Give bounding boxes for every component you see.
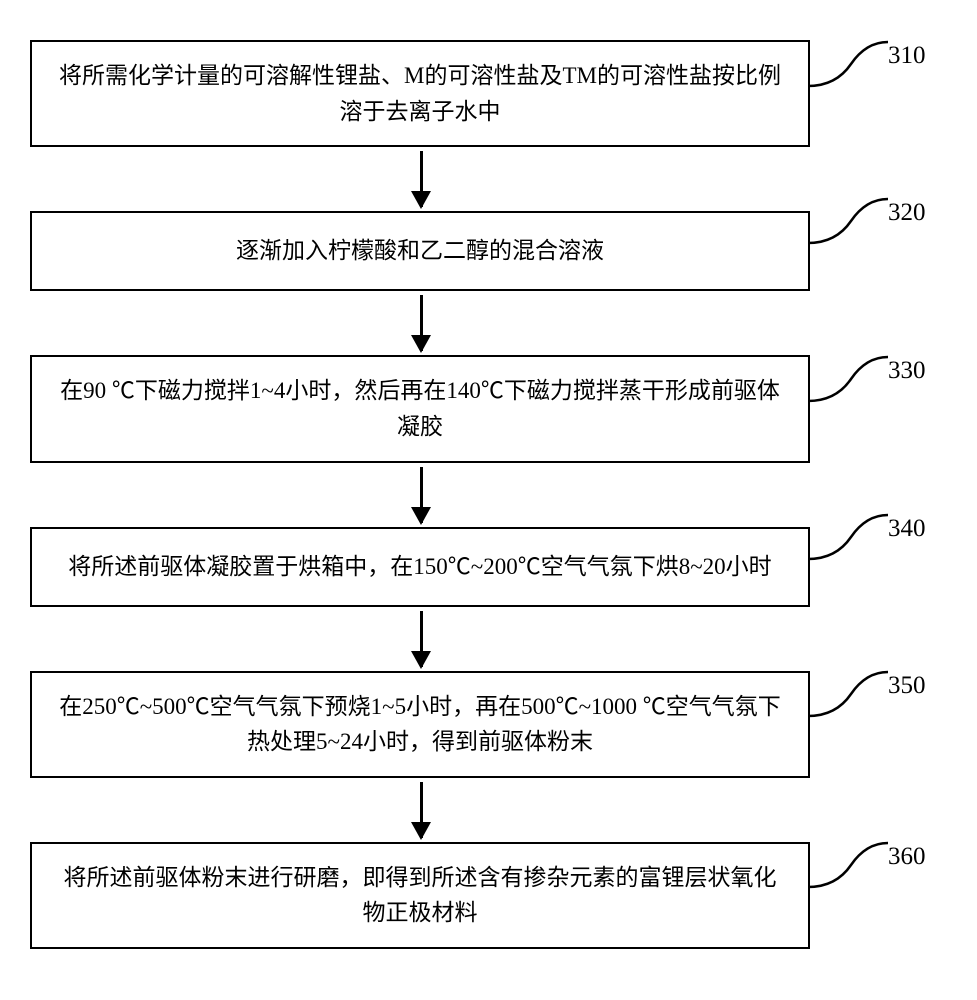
step-text: 将所述前驱体粉末进行研磨，即得到所述含有掺杂元素的富锂层状氧化物正极材料 (56, 860, 784, 931)
step-label: 330 (888, 357, 926, 385)
step-row-310: 将所需化学计量的可溶解性锂盐、M的可溶性盐及TM的可溶性盐按比例溶于去离子水中 … (30, 40, 947, 147)
step-row-320: 逐渐加入柠檬酸和乙二醇的混合溶液 320 (30, 211, 947, 291)
step-text: 在250℃~500℃空气气氛下预烧1~5小时，再在500℃~1000 ℃空气气氛… (56, 689, 784, 760)
leader-curve-icon (806, 666, 896, 721)
step-text: 在90 ℃下磁力搅拌1~4小时，然后再在140℃下磁力搅拌蒸干形成前驱体凝胶 (56, 373, 784, 444)
step-row-350: 在250℃~500℃空气气氛下预烧1~5小时，再在500℃~1000 ℃空气气氛… (30, 671, 947, 778)
step-box: 在250℃~500℃空气气氛下预烧1~5小时，再在500℃~1000 ℃空气气氛… (30, 671, 810, 778)
arrow-icon (420, 782, 423, 838)
label-wrap: 320 (810, 211, 950, 291)
leader-curve-icon (806, 193, 896, 248)
step-box: 逐渐加入柠檬酸和乙二醇的混合溶液 (30, 211, 810, 291)
label-wrap: 330 (810, 369, 950, 449)
leader-curve-icon (806, 351, 896, 406)
leader-curve-icon (806, 36, 896, 91)
step-box: 在90 ℃下磁力搅拌1~4小时，然后再在140℃下磁力搅拌蒸干形成前驱体凝胶 (30, 355, 810, 462)
label-wrap: 310 (810, 54, 950, 134)
step-label: 360 (888, 843, 926, 871)
step-text: 将所需化学计量的可溶解性锂盐、M的可溶性盐及TM的可溶性盐按比例溶于去离子水中 (56, 58, 784, 129)
process-flowchart: 将所需化学计量的可溶解性锂盐、M的可溶性盐及TM的可溶性盐按比例溶于去离子水中 … (30, 40, 947, 949)
leader-curve-icon (806, 837, 896, 892)
step-box: 将所述前驱体凝胶置于烘箱中，在150℃~200℃空气气氛下烘8~20小时 (30, 527, 810, 607)
step-row-330: 在90 ℃下磁力搅拌1~4小时，然后再在140℃下磁力搅拌蒸干形成前驱体凝胶 3… (30, 355, 947, 462)
label-wrap: 360 (810, 855, 950, 935)
arrow-icon (420, 467, 423, 523)
arrow-icon (420, 151, 423, 207)
step-box: 将所述前驱体粉末进行研磨，即得到所述含有掺杂元素的富锂层状氧化物正极材料 (30, 842, 810, 949)
step-row-340: 将所述前驱体凝胶置于烘箱中，在150℃~200℃空气气氛下烘8~20小时 340 (30, 527, 947, 607)
arrow-icon (420, 611, 423, 667)
step-box: 将所需化学计量的可溶解性锂盐、M的可溶性盐及TM的可溶性盐按比例溶于去离子水中 (30, 40, 810, 147)
step-text: 逐渐加入柠檬酸和乙二醇的混合溶液 (236, 233, 604, 269)
step-label: 310 (888, 42, 926, 70)
step-row-360: 将所述前驱体粉末进行研磨，即得到所述含有掺杂元素的富锂层状氧化物正极材料 360 (30, 842, 947, 949)
label-wrap: 350 (810, 684, 950, 764)
leader-curve-icon (806, 509, 896, 564)
arrow-icon (420, 295, 423, 351)
label-wrap: 340 (810, 527, 950, 607)
step-text: 将所述前驱体凝胶置于烘箱中，在150℃~200℃空气气氛下烘8~20小时 (68, 549, 771, 585)
step-label: 320 (888, 199, 926, 227)
step-label: 340 (888, 515, 926, 543)
step-label: 350 (888, 672, 926, 700)
